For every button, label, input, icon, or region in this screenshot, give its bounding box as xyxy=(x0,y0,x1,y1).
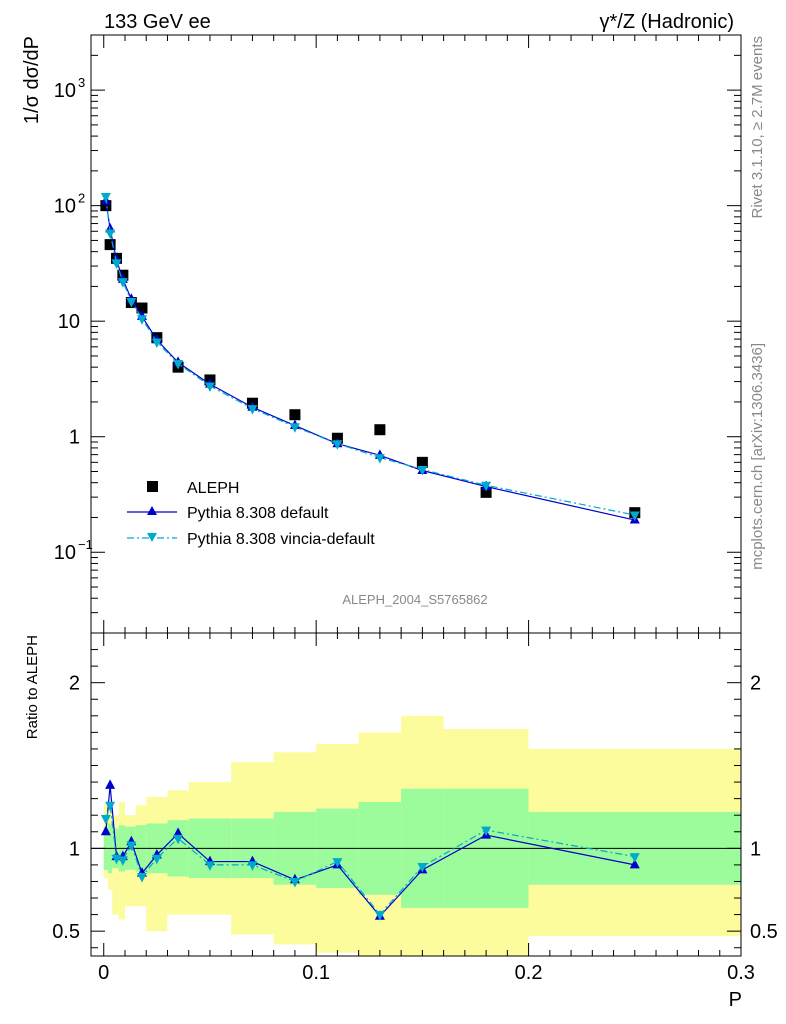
ratio-series-marker xyxy=(629,853,640,863)
ratio-series-marker xyxy=(173,827,184,837)
y-tick-label: 10 xyxy=(58,311,80,333)
ratio-series-marker xyxy=(117,856,128,866)
legend-label-pythia-vincia: Pythia 8.308 vincia-default xyxy=(187,531,375,548)
y-tick-label: 10 xyxy=(54,80,76,102)
ratio-y-tick-label-right: 0.5 xyxy=(750,921,778,943)
ratio-series-marker xyxy=(100,825,111,836)
ratio-series-marker xyxy=(247,861,258,871)
series-marker xyxy=(100,193,111,203)
series-marker xyxy=(117,278,128,288)
y-tick-label: 10 xyxy=(54,542,76,564)
data-point-aleph xyxy=(100,200,112,212)
ratio-series-marker xyxy=(481,826,492,837)
y-tick-label-exponent: −1 xyxy=(78,537,93,552)
ratio-series-marker xyxy=(289,877,300,888)
series-line xyxy=(105,200,635,521)
ratio-y-tick-label-left: 1 xyxy=(69,838,80,860)
series-marker xyxy=(204,382,215,392)
ratio-series-marker xyxy=(151,854,162,865)
ratio-series-marker xyxy=(105,801,116,812)
y-tick-label-exponent: 3 xyxy=(78,75,85,90)
x-axis-label: P xyxy=(729,989,742,1011)
series-marker xyxy=(247,405,258,415)
legend-item-aleph: ALEPH xyxy=(147,480,239,497)
data-point-aleph xyxy=(480,486,492,498)
x-tick-label: 0.1 xyxy=(302,962,330,984)
ratio-y-tick-label-right: 2 xyxy=(750,673,761,695)
axes-frame xyxy=(90,34,742,957)
ratio-y-axis-label: Ratio to ALEPH xyxy=(24,635,41,739)
legend-item-pythia-default: Pythia 8.308 default xyxy=(127,505,329,522)
series-marker xyxy=(151,338,162,349)
data-point-aleph xyxy=(374,424,386,436)
ratio-panel-series xyxy=(100,779,640,921)
y-tick-label-exponent: 2 xyxy=(78,191,85,206)
mcplots-credit-text: mcplots.cern.ch [arXiv:1306.3436] xyxy=(749,343,766,570)
x-tick-label: 0.2 xyxy=(515,962,543,984)
main-panel-series xyxy=(100,193,641,524)
legend-marker-triangle-up xyxy=(147,506,157,515)
data-point-aleph xyxy=(289,409,301,421)
legend-label-pythia-default: Pythia 8.308 default xyxy=(187,505,329,522)
x-tick-label: 0 xyxy=(98,962,109,984)
ratio-series-marker xyxy=(629,858,640,869)
legend-marker-square xyxy=(147,481,158,492)
ratio-panel-frame xyxy=(90,632,742,957)
rivet-version-text: Rivet 3.1.10, ≥ 2.7M events xyxy=(749,36,766,219)
legend: ALEPH Pythia 8.308 default Pythia 8.308 … xyxy=(127,480,375,548)
y-axis-label: 1/σ dσ/dP xyxy=(21,36,43,124)
x-tick-label: 0.3 xyxy=(727,962,755,984)
series-line xyxy=(105,196,635,516)
series-marker xyxy=(417,466,428,476)
ratio-series-marker xyxy=(136,872,147,883)
legend-item-pythia-vincia: Pythia 8.308 vincia-default xyxy=(127,531,375,548)
analysis-id-label: ALEPH_2004_S5765862 xyxy=(342,592,487,607)
ratio-y-tick-label-left: 0.5 xyxy=(52,921,80,943)
series-marker xyxy=(374,454,385,464)
series-marker xyxy=(136,315,147,325)
legend-label-aleph: ALEPH xyxy=(187,480,239,497)
series-marker xyxy=(173,360,184,370)
header-right: γ*/Z (Hadronic) xyxy=(600,11,734,33)
series-marker xyxy=(629,511,640,522)
ratio-series-marker xyxy=(100,815,111,825)
y-tick-label: 10 xyxy=(54,196,76,218)
ratio-series-marker xyxy=(204,861,215,871)
data-point-aleph xyxy=(136,302,148,314)
series-marker xyxy=(105,229,116,239)
ratio-series-marker xyxy=(173,834,184,845)
ratio-y-tick-label-left: 2 xyxy=(69,673,80,695)
ratio-uncertainty-bands xyxy=(103,715,741,956)
ratio-series-marker xyxy=(126,841,137,852)
legend-marker-triangle-down xyxy=(147,533,157,542)
header-left: 133 GeV ee xyxy=(104,11,211,33)
ratio-series-marker xyxy=(332,858,343,868)
series-marker xyxy=(111,259,122,269)
series-marker xyxy=(289,423,300,433)
series-marker xyxy=(481,481,492,492)
series-marker xyxy=(126,298,137,308)
ratio-series-marker xyxy=(105,779,116,789)
y-tick-label: 1 xyxy=(69,427,80,449)
ratio-series-marker xyxy=(374,911,385,921)
ratio-series-marker xyxy=(417,863,428,873)
data-point-aleph xyxy=(104,239,116,251)
series-marker xyxy=(332,440,343,450)
ratio-y-tick-label-right: 1 xyxy=(750,838,761,860)
data-point-aleph xyxy=(416,456,428,468)
